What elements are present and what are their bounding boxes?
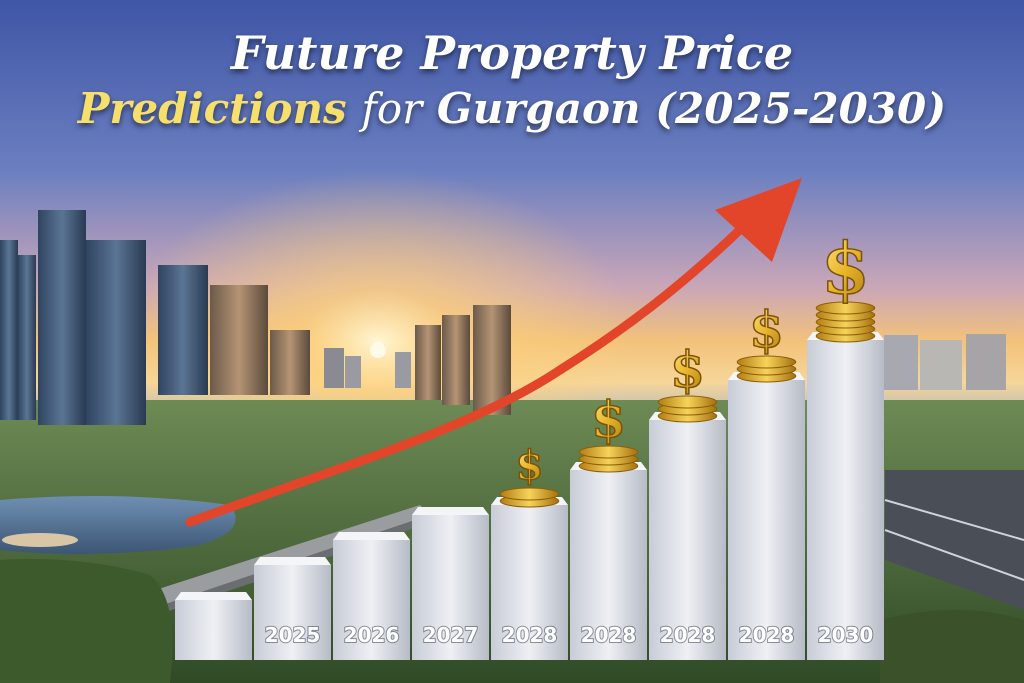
bar-year-label: 2025 (265, 623, 321, 647)
bar-top (333, 532, 410, 540)
dollar-coin-stack-icon: $ (670, 340, 705, 399)
bar (570, 470, 647, 660)
bar (254, 565, 331, 660)
coin (736, 355, 797, 369)
bar-group: 2025 (254, 557, 331, 660)
title-connector: for (361, 84, 423, 133)
bar-year-label: 2030 (818, 623, 874, 647)
coin (499, 487, 560, 501)
bar-group: 2027 (412, 507, 489, 660)
bar (649, 420, 726, 660)
dollar-coin-stack-icon: $ (749, 300, 784, 359)
bar-group: 2028 $ (570, 389, 647, 660)
bar (807, 340, 884, 660)
bar (491, 505, 568, 660)
bar-group: 2030 $ (807, 226, 884, 660)
dollar-coin-stack-icon: $ (516, 442, 544, 489)
title-highlight: Predictions (77, 84, 347, 133)
bar-year-label: 2028 (739, 623, 795, 647)
trend-arrow-head (715, 178, 802, 262)
coin (657, 395, 718, 409)
bar-group: 2028 $ (649, 339, 726, 660)
bar-year-label: 2028 (660, 623, 716, 647)
bar (412, 515, 489, 660)
bar-group: 2028 $ (728, 299, 805, 660)
bar-year-label: 2028 (502, 623, 558, 647)
title-city: Gurgaon (436, 84, 641, 133)
coin (578, 445, 639, 459)
bar (333, 540, 410, 660)
bar (175, 600, 252, 660)
trend-arrow-icon (185, 205, 765, 527)
title-line-1: Future Property Price (230, 26, 794, 80)
dollar-coin-stack-icon: $ (821, 227, 870, 310)
bar-year-label: 2026 (344, 623, 400, 647)
bar-group: 2028 $ (491, 441, 568, 660)
title-line-2: Predictions for Gurgaon (2025-2030) (0, 84, 1024, 133)
bar-top (412, 507, 489, 515)
title-year-range: (2025-2030) (655, 84, 947, 133)
bar-group (175, 592, 252, 660)
bar-year-label: 2027 (423, 623, 479, 647)
bar (728, 380, 805, 660)
dollar-coin-stack-icon: $ (591, 390, 626, 449)
bar-top (254, 557, 331, 565)
bar-group: 2026 (333, 532, 410, 660)
bar-year-label: 2028 (581, 623, 637, 647)
bar-top (175, 592, 252, 600)
coin (815, 301, 876, 315)
